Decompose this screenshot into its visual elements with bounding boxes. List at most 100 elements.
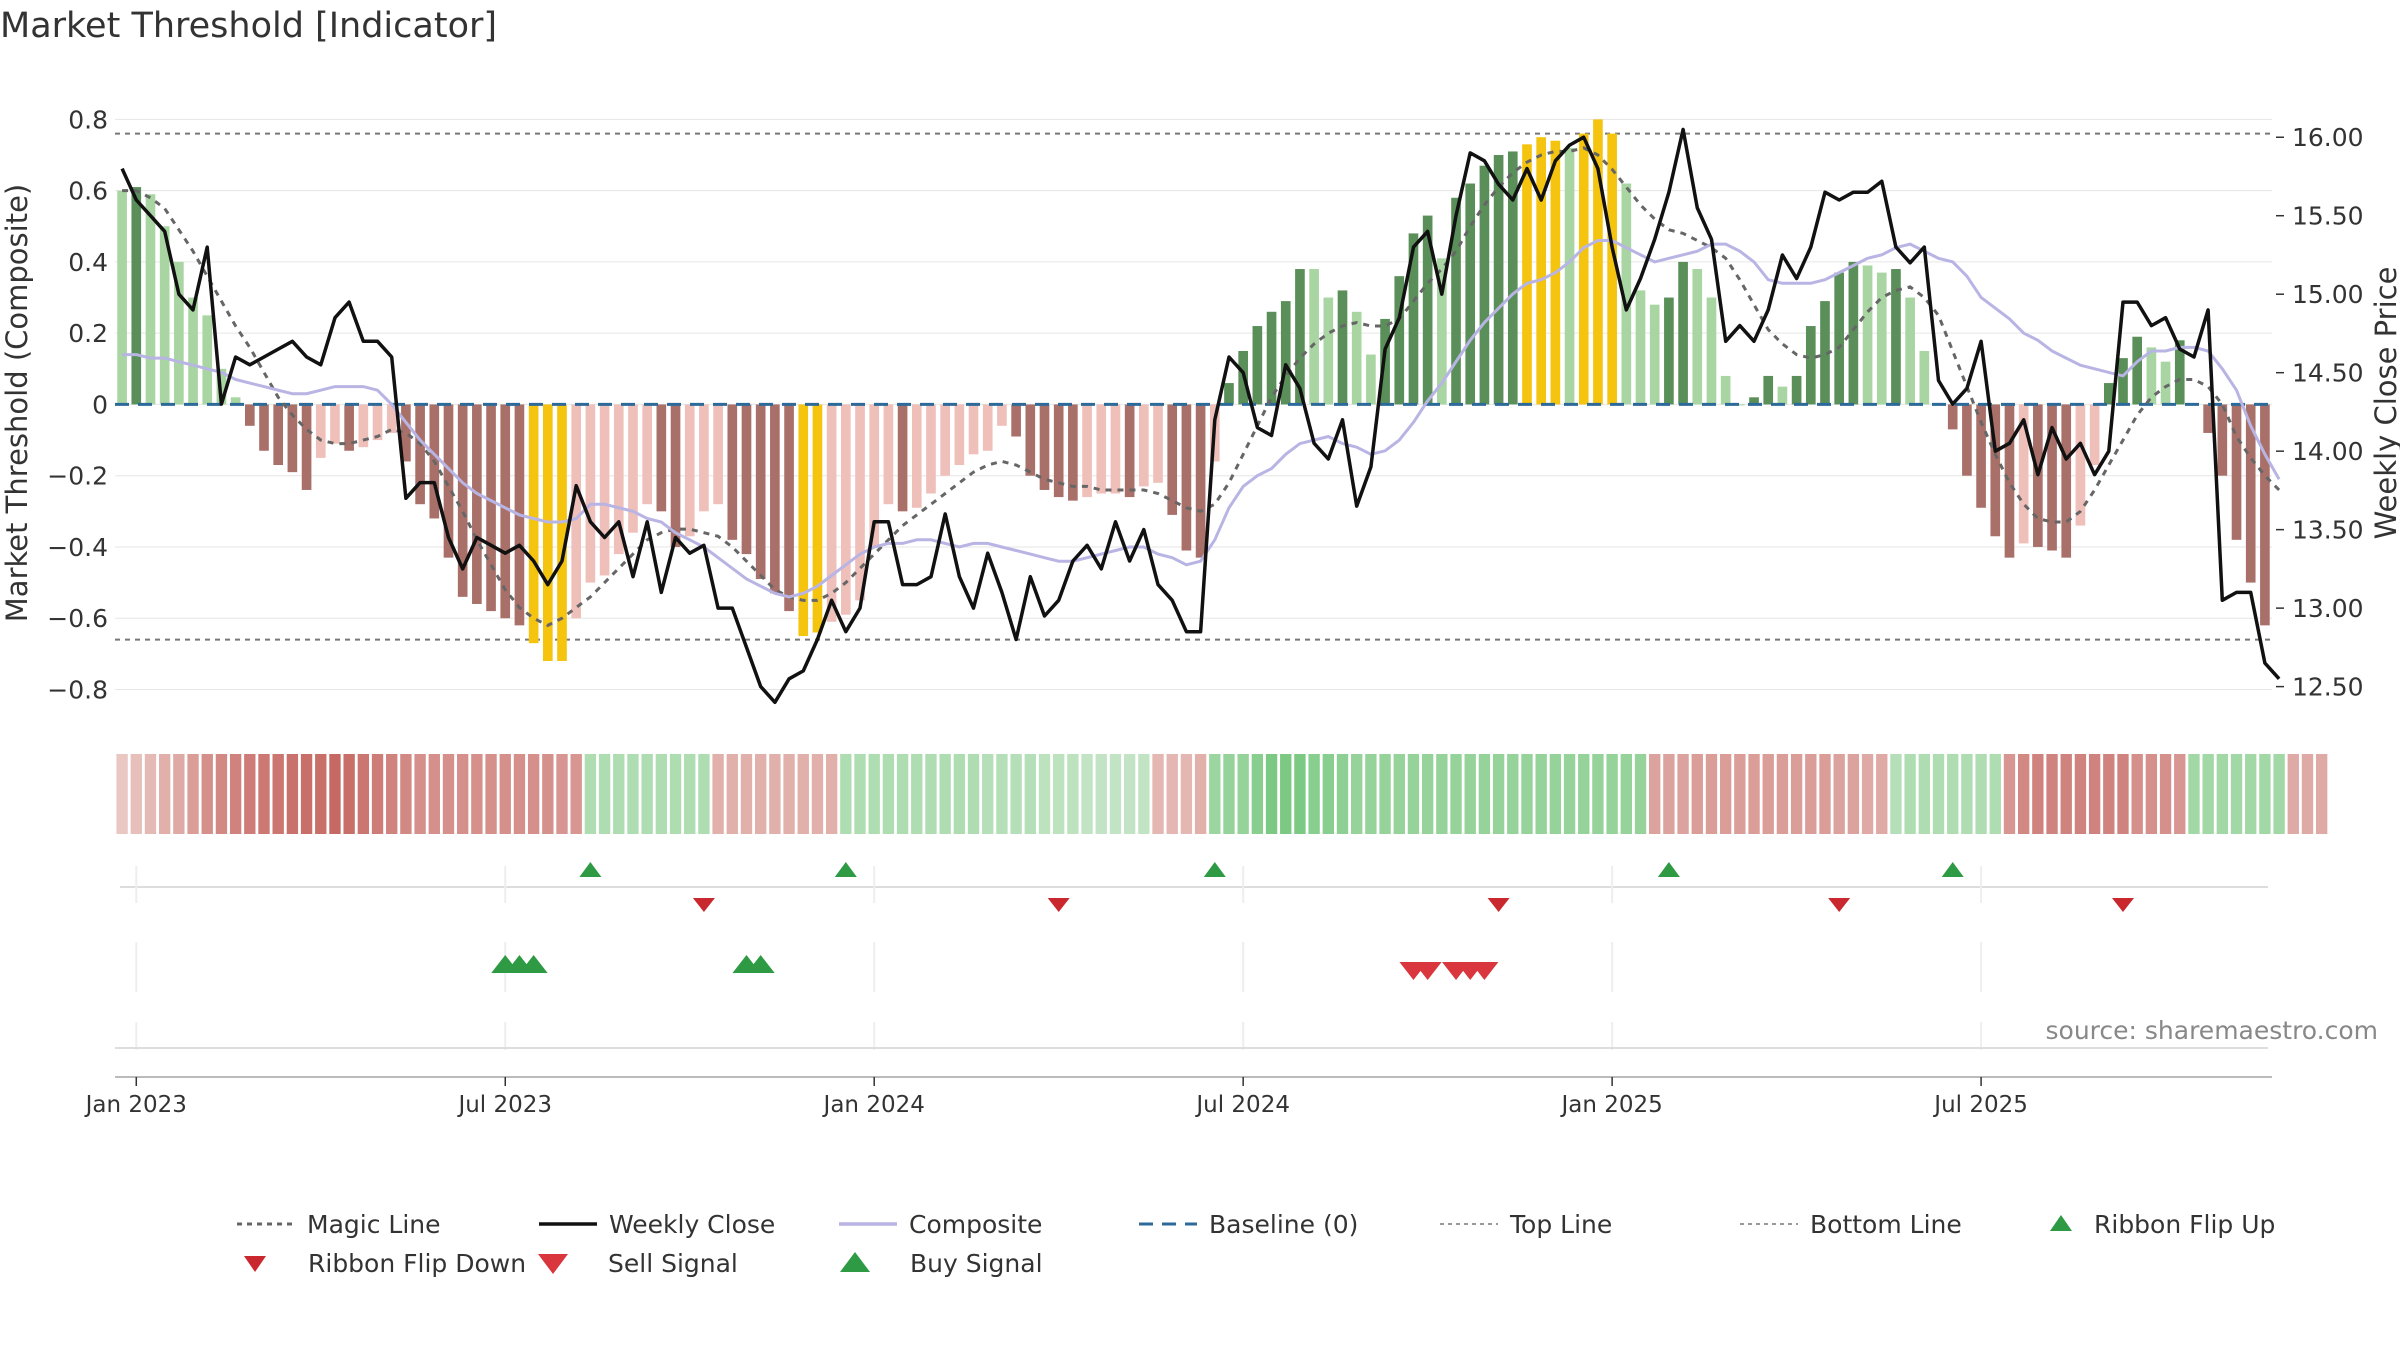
composite-bar <box>1763 375 1774 405</box>
ribbon-cell <box>1464 754 1476 834</box>
ribbon-cell <box>726 754 738 834</box>
ribbon-cell <box>1776 754 1789 834</box>
ribbon-cell <box>300 754 313 834</box>
ribbon-cell <box>343 754 355 834</box>
ribbon-cell <box>712 754 724 834</box>
composite-bar <box>528 404 539 644</box>
composite-bar <box>1678 261 1688 405</box>
composite-bar <box>401 404 411 462</box>
composite-bar <box>883 404 894 505</box>
ribbon-cell <box>244 754 256 834</box>
composite-bar <box>1635 290 1646 405</box>
composite-bar <box>1252 326 1263 405</box>
ribbon-cell <box>1819 754 1831 834</box>
legend-swatch <box>244 1256 266 1272</box>
ribbon-cell <box>2202 754 2214 834</box>
ribbon-cell <box>2216 754 2229 834</box>
left-tick-label: −0.2 <box>47 462 108 491</box>
ribbon-cell <box>286 754 299 834</box>
buy-signal-marker <box>519 955 548 973</box>
composite-bar <box>2089 404 2100 466</box>
composite-bar <box>1593 119 1603 405</box>
ribbon-cell <box>1847 754 1860 834</box>
composite-bar <box>613 404 624 555</box>
composite-bar <box>1706 297 1717 405</box>
composite-bar <box>897 404 908 512</box>
legend-label: Bottom Line <box>1810 1210 1962 1239</box>
ribbon-cell <box>2131 754 2143 834</box>
ribbon-cell <box>1237 754 1249 834</box>
ribbon-cell <box>1336 754 1349 834</box>
composite-bar <box>1720 375 1731 405</box>
ribbon-cell <box>1478 754 1491 834</box>
ribbon-cell <box>215 754 228 834</box>
composite-bar <box>1891 269 1901 405</box>
ribbon-cell <box>1393 754 1405 834</box>
composite-bar <box>2146 347 2157 405</box>
x-tick-label: Jan 2023 <box>84 1092 187 1118</box>
composite-bar <box>1820 301 1830 405</box>
ribbon-cell <box>2174 754 2186 834</box>
composite-bar <box>415 404 425 505</box>
composite-bar <box>244 404 255 426</box>
ribbon-cell <box>2188 754 2200 834</box>
ribbon-cell <box>1861 754 1874 834</box>
ribbon-cell <box>471 754 483 834</box>
legend-item: Magic Line <box>237 1210 441 1239</box>
composite-bar <box>2118 358 2128 405</box>
x-tick-label: Jan 2024 <box>822 1092 925 1118</box>
composite-bar <box>1053 404 1064 498</box>
legend-item: Baseline (0) <box>1139 1210 1358 1239</box>
composite-bar <box>443 404 454 558</box>
composite-bar <box>2231 404 2242 540</box>
ribbon-cell <box>1166 754 1178 834</box>
composite-bar <box>585 404 596 583</box>
ribbon-flip-down-marker <box>2111 898 2134 912</box>
composite-bar <box>1039 404 1050 490</box>
composite-bar <box>131 187 142 405</box>
right-tick-label: 13.00 <box>2292 594 2364 623</box>
ribbon-cell <box>1067 754 1079 834</box>
ribbon-cell <box>1918 754 1931 834</box>
ribbon-cell <box>1663 754 1675 834</box>
ribbon-cell <box>1223 754 1235 834</box>
ribbon-cell <box>158 754 171 834</box>
composite-bar <box>1351 311 1362 405</box>
ribbon-cell <box>456 754 469 834</box>
legend-label: Ribbon Flip Down <box>308 1249 526 1278</box>
legend-label: Top Line <box>1509 1210 1612 1239</box>
legend-item: Bottom Line <box>1740 1210 1962 1239</box>
ribbon-cell <box>2287 754 2299 834</box>
composite-bar <box>1082 404 1092 498</box>
composite-bar <box>1096 404 1107 494</box>
composite-bar <box>699 404 709 512</box>
ribbon-cell <box>953 754 966 834</box>
ribbon-cell <box>1932 754 1945 834</box>
composite-bar <box>1181 404 1192 551</box>
composite-bar <box>755 404 766 580</box>
composite-bar <box>1564 147 1575 405</box>
composite-bar <box>1437 258 1447 405</box>
composite-bar <box>869 404 880 547</box>
composite-bar <box>174 261 184 405</box>
right-tick-label: 15.00 <box>2292 280 2364 309</box>
right-tick-label: 14.50 <box>2292 359 2364 388</box>
ribbon-cell <box>357 754 370 834</box>
ribbon-cell <box>1421 754 1434 834</box>
ribbon-cell <box>116 754 128 834</box>
ribbon-cell <box>1152 754 1164 834</box>
composite-bar <box>500 404 511 619</box>
ribbon-cell <box>1606 754 1618 834</box>
ribbon-cell <box>769 754 781 834</box>
composite-bar <box>1905 297 1915 405</box>
ribbon-cell <box>1989 754 2001 834</box>
composite-bar <box>911 404 922 508</box>
right-tick-label: 16.00 <box>2292 123 2364 152</box>
left-tick-label: 0.8 <box>68 105 108 134</box>
composite-bar <box>1947 404 1958 430</box>
ribbon-cell <box>2103 754 2115 834</box>
ribbon-cell <box>1677 754 1689 834</box>
ribbon-cell <box>1251 754 1264 834</box>
left-tick-label: −0.8 <box>47 675 108 704</box>
composite-bar <box>2174 340 2185 405</box>
